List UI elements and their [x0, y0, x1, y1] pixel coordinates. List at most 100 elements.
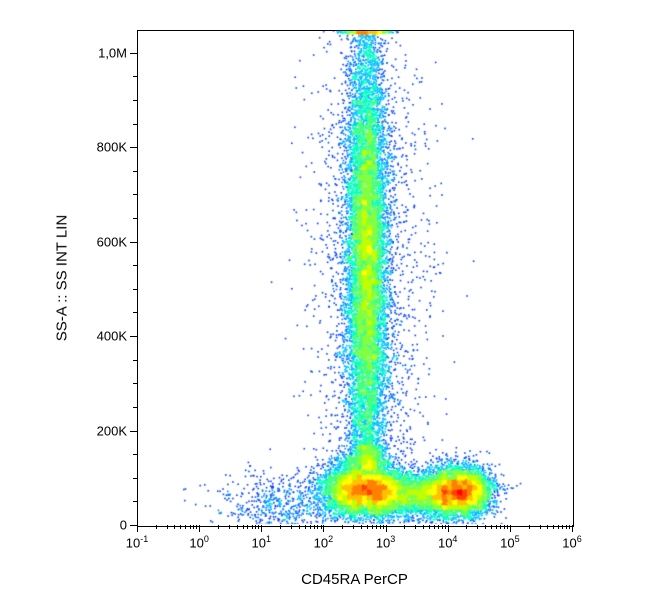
- tick-mark: [255, 525, 256, 529]
- tick-mark: [438, 525, 439, 529]
- tick-mark: [510, 525, 511, 532]
- tick-mark: [547, 525, 548, 529]
- tick-mark: [133, 360, 137, 361]
- tick-label: 104: [438, 534, 457, 550]
- tick-label: 200K: [97, 423, 127, 438]
- tick-label: 102: [314, 534, 333, 550]
- tick-mark: [133, 100, 137, 101]
- tick-mark: [477, 525, 478, 529]
- tick-label: 103: [376, 534, 395, 550]
- tick-mark: [310, 525, 311, 529]
- tick-mark: [314, 525, 315, 529]
- tick-mark: [540, 525, 541, 529]
- tick-label: 1,0M: [98, 45, 127, 60]
- tick-mark: [133, 478, 137, 479]
- tick-mark: [133, 312, 137, 313]
- tick-mark: [383, 525, 384, 529]
- tick-label: 105: [500, 534, 519, 550]
- tick-mark: [133, 501, 137, 502]
- tick-mark: [507, 525, 508, 529]
- tick-mark: [569, 525, 570, 529]
- x-axis-label: CD45RA PerCP: [301, 571, 408, 588]
- density-scatter-canvas: [0, 0, 650, 611]
- tick-mark: [133, 218, 137, 219]
- tick-mark: [423, 525, 424, 529]
- y-axis-label: SS-A :: SS INT LIN: [54, 214, 71, 340]
- tick-mark: [280, 525, 281, 529]
- tick-mark: [247, 525, 248, 529]
- tick-mark: [130, 242, 137, 243]
- tick-mark: [261, 525, 262, 532]
- tick-mark: [558, 525, 559, 529]
- tick-mark: [199, 525, 200, 532]
- tick-mark: [174, 525, 175, 529]
- tick-mark: [185, 525, 186, 529]
- tick-mark: [372, 525, 373, 529]
- tick-mark: [353, 525, 354, 529]
- tick-mark: [442, 525, 443, 529]
- tick-label: 800K: [97, 140, 127, 155]
- tick-mark: [448, 525, 449, 532]
- chart-container: SS-A :: SS INT LIN CD45RA PerCP 0 200K 400…: [0, 0, 650, 611]
- tick-mark: [133, 289, 137, 290]
- tick-mark: [258, 525, 259, 529]
- tick-mark: [196, 525, 197, 529]
- tick-mark: [133, 171, 137, 172]
- tick-mark: [376, 525, 377, 529]
- tick-mark: [133, 194, 137, 195]
- tick-mark: [562, 525, 563, 529]
- tick-mark: [156, 525, 157, 529]
- tick-mark: [299, 525, 300, 529]
- tick-mark: [415, 525, 416, 529]
- tick-mark: [180, 525, 181, 529]
- tick-mark: [504, 525, 505, 529]
- tick-mark: [496, 525, 497, 529]
- tick-mark: [429, 525, 430, 529]
- tick-mark: [243, 525, 244, 529]
- tick-mark: [130, 147, 137, 148]
- tick-mark: [566, 525, 567, 529]
- tick-mark: [342, 525, 343, 529]
- tick-mark: [133, 407, 137, 408]
- tick-mark: [529, 525, 530, 529]
- tick-mark: [386, 525, 387, 532]
- tick-mark: [252, 525, 253, 529]
- tick-mark: [434, 525, 435, 529]
- tick-mark: [361, 525, 362, 529]
- tick-mark: [404, 525, 405, 529]
- tick-mark: [466, 525, 467, 529]
- tick-mark: [218, 525, 219, 529]
- tick-mark: [445, 525, 446, 529]
- tick-mark: [500, 525, 501, 529]
- tick-mark: [167, 525, 168, 529]
- tick-mark: [190, 525, 191, 529]
- tick-mark: [291, 525, 292, 529]
- tick-mark: [491, 525, 492, 529]
- tick-mark: [133, 265, 137, 266]
- tick-label: 600K: [97, 234, 127, 249]
- tick-mark: [133, 454, 137, 455]
- tick-mark: [485, 525, 486, 529]
- tick-label: 100: [189, 534, 208, 550]
- tick-mark: [380, 525, 381, 529]
- tick-mark: [133, 383, 137, 384]
- tick-mark: [321, 525, 322, 529]
- tick-mark: [553, 525, 554, 529]
- tick-mark: [130, 525, 137, 526]
- tick-mark: [193, 525, 194, 529]
- tick-mark: [572, 525, 573, 532]
- tick-mark: [133, 76, 137, 77]
- tick-mark: [305, 525, 306, 529]
- tick-mark: [130, 431, 137, 432]
- tick-label: 101: [252, 534, 271, 550]
- tick-label: 0: [120, 518, 127, 533]
- tick-mark: [130, 336, 137, 337]
- tick-label: 106: [562, 534, 581, 550]
- tick-mark: [367, 525, 368, 529]
- tick-mark: [137, 525, 138, 532]
- tick-mark: [130, 53, 137, 54]
- tick-label: 400K: [97, 329, 127, 344]
- tick-mark: [133, 124, 137, 125]
- tick-mark: [229, 525, 230, 529]
- tick-label: 10-1: [126, 534, 148, 550]
